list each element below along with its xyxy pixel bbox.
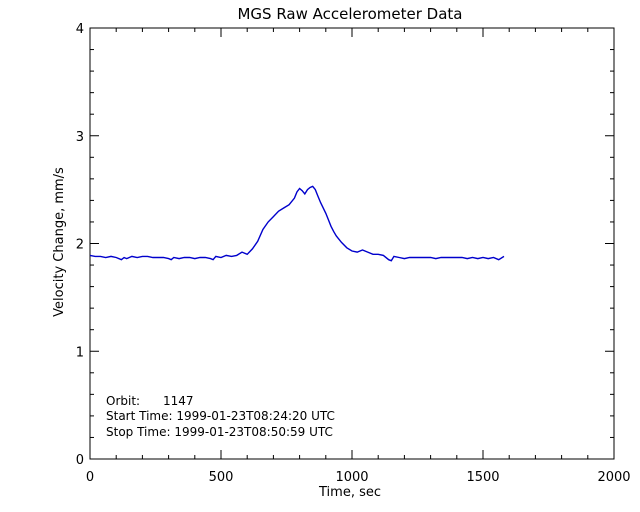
annotation-stop-time: Stop Time: 1999-01-23T08:50:59 UTC — [106, 425, 333, 439]
y-tick-label: 1 — [76, 345, 84, 360]
chart-title: MGS Raw Accelerometer Data — [237, 5, 462, 23]
y-tick-label: 0 — [76, 453, 84, 468]
y-tick-label: 3 — [76, 130, 84, 145]
axis-ticks — [89, 27, 615, 460]
axis-tick-labels: 0 500 1000 1500 2000 0 1 2 3 4 — [76, 22, 631, 485]
annotation-orbit: Orbit: 1147 — [106, 394, 194, 408]
velocity-series-line — [89, 185, 505, 262]
annotation-start-time: Start Time: 1999-01-23T08:24:20 UTC — [106, 409, 335, 423]
y-tick-label: 4 — [76, 22, 84, 37]
x-tick-label: 1500 — [466, 470, 499, 485]
x-tick-label: 0 — [86, 470, 94, 485]
x-tick-label: 1000 — [335, 470, 368, 485]
y-tick-label: 2 — [76, 238, 84, 253]
x-tick-label: 500 — [209, 470, 234, 485]
x-tick-label: 2000 — [597, 470, 630, 485]
x-axis-label: Time, sec — [318, 485, 381, 500]
y-axis-label: Velocity Change, mm/s — [52, 167, 67, 317]
